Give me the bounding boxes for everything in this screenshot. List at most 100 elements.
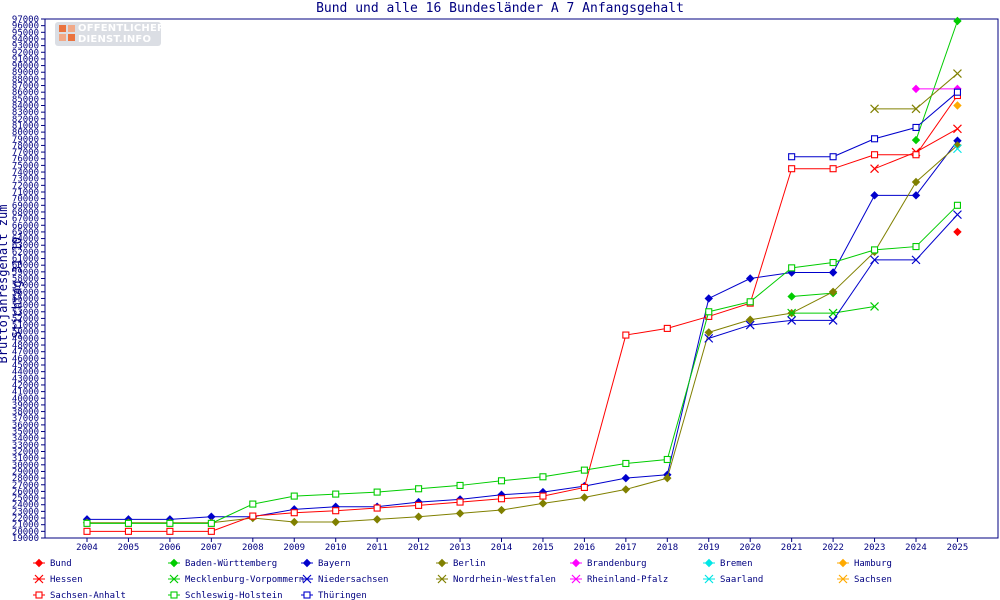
data-point	[704, 294, 713, 303]
y-tick-label: 69000	[12, 201, 39, 211]
data-point	[953, 101, 962, 110]
series-line-segment	[211, 515, 253, 532]
data-point	[787, 315, 797, 325]
y-tick-label: 29000	[12, 467, 39, 477]
y-tick-label: 84000	[12, 102, 39, 112]
y-tick-label: 59000	[12, 268, 39, 278]
y-tick-label: 39000	[12, 401, 39, 411]
plot-area-frame	[44, 18, 999, 539]
series-line-segment	[377, 488, 419, 493]
y-tick-label: 97000	[12, 15, 39, 25]
series-line-segment	[418, 501, 461, 506]
series-line-segment	[832, 259, 875, 321]
data-point	[415, 485, 423, 493]
legend-label: Bund	[50, 559, 72, 569]
series-line-segment	[211, 503, 254, 524]
series-line-segment	[584, 488, 626, 498]
y-tick-label: 94000	[12, 35, 39, 45]
series-line-segment	[750, 319, 792, 326]
data-point	[912, 243, 920, 251]
series-line-segment	[583, 334, 627, 488]
series-line-segment	[501, 491, 543, 496]
series-line-segment	[459, 494, 502, 500]
data-point	[953, 124, 962, 134]
series-line-segment	[377, 516, 419, 520]
y-tick-label: 90000	[12, 62, 39, 72]
x-tick-label: 2012	[408, 543, 430, 553]
data-point	[828, 287, 838, 297]
data-point	[290, 492, 298, 500]
series-line-segment	[252, 495, 295, 505]
data-point	[497, 477, 506, 485]
series-line-segment	[542, 486, 585, 497]
data-point	[332, 507, 340, 515]
y-tick-label: 36000	[12, 421, 39, 431]
series-line-segment	[915, 140, 958, 196]
data-point	[456, 481, 464, 489]
data-point	[911, 84, 921, 94]
y-tick-label: 67000	[12, 215, 39, 225]
y-tick-label: 58000	[12, 275, 39, 285]
data-point	[497, 495, 506, 503]
data-point	[745, 315, 755, 324]
logo-text: OFFENTLICHER DIENST.INFO	[78, 23, 165, 45]
series-line-segment	[791, 292, 834, 297]
legend-marker	[437, 558, 447, 568]
data-point	[580, 493, 589, 502]
data-point	[124, 519, 132, 527]
legend-marker	[437, 574, 447, 584]
series-line-segment	[625, 477, 668, 490]
y-tick-label: 70000	[12, 195, 39, 205]
data-point	[663, 473, 672, 483]
data-point	[870, 246, 879, 254]
x-tick-label: 2010	[325, 543, 347, 553]
y-tick-label: 82000	[12, 115, 39, 125]
legend-label: Sachsen-Anhalt	[50, 591, 126, 600]
legend-marker	[170, 591, 178, 599]
series-line-segment	[791, 291, 834, 314]
legend-label: Mecklenburg-Vorpommern	[185, 575, 304, 585]
series-line-segment	[542, 496, 585, 504]
data-point	[953, 201, 962, 209]
legend-marker	[302, 574, 312, 584]
x-tick-label: 2024	[905, 543, 927, 553]
legend-label: Hessen	[50, 575, 83, 585]
series-line-segment	[584, 462, 626, 471]
series-line-segment	[832, 195, 875, 273]
series-line-segment	[625, 458, 668, 464]
series-line-segment	[832, 249, 875, 264]
y-tick-label: 88000	[12, 75, 39, 85]
data-point	[497, 505, 506, 515]
x-tick-label: 2018	[656, 543, 678, 553]
data-point	[746, 298, 754, 306]
y-tick-label: 41000	[12, 388, 39, 398]
y-tick-label: 77000	[12, 148, 39, 158]
y-tick-label: 73000	[12, 175, 39, 185]
data-point	[705, 308, 713, 316]
series-line-segment	[750, 312, 792, 321]
data-point	[870, 135, 879, 143]
y-tick-label: 76000	[12, 155, 39, 165]
x-tick-label: 2020	[739, 543, 761, 553]
data-point	[538, 499, 548, 508]
y-tick-label: 44000	[12, 368, 39, 378]
data-point	[912, 151, 920, 159]
legend-marker	[303, 591, 311, 599]
y-tick-label: 37000	[12, 414, 39, 424]
series-line-segment	[418, 484, 461, 490]
series-line-segment	[915, 91, 958, 128]
data-point	[745, 274, 755, 283]
data-point	[953, 69, 962, 78]
series-line-segment	[708, 278, 751, 299]
y-tick-label: 25000	[12, 494, 39, 504]
data-point	[828, 268, 838, 277]
y-tick-label: 42000	[12, 381, 39, 391]
x-tick-label: 2008	[242, 543, 264, 553]
y-tick-label: 55000	[12, 294, 39, 304]
series-line-segment	[708, 301, 751, 313]
series-line-segment	[708, 324, 751, 339]
series-line-segment	[833, 305, 875, 314]
y-tick-label: 68000	[12, 208, 39, 218]
